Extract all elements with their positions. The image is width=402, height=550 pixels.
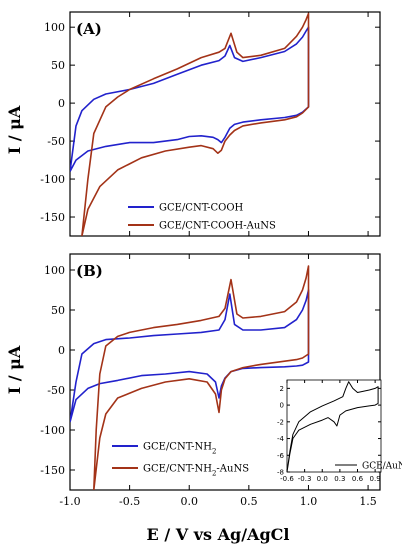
- y-tick-label: 100: [44, 264, 65, 277]
- y-tick-label: 100: [44, 21, 65, 34]
- y-tick-label: -150: [40, 464, 65, 477]
- x-tick-label: 1.5: [359, 495, 377, 508]
- x-tick-label: -0.5: [119, 495, 140, 508]
- series-line-0: [287, 381, 379, 472]
- legend-label-0: GCE/CNT-NH2: [143, 442, 216, 456]
- y-tick-label: -100: [40, 424, 65, 437]
- y-tick-label: -150: [40, 211, 65, 224]
- x-tick-label: -1.0: [59, 495, 80, 508]
- x-tick-label: -0.6: [280, 475, 294, 483]
- chart-panel-2: -0.6 -0.3 0.0 0.3 0.6 0.9 -8 -6 -4 -2 0 2 GCE/AuNS: [277, 379, 402, 483]
- x-tick-label: 0.9: [370, 475, 381, 483]
- chart-panel-1: -1.0 -0.5 0.0 0.5 1.0 1.5 -150 -100 -50 0 50 100 GCE…: [40, 253, 381, 508]
- legend-label-1: GCE/CNT-NH2-AuNS: [143, 464, 249, 478]
- inset-background: [287, 380, 381, 472]
- x-tick-label: -0.3: [298, 475, 312, 483]
- x-tick-label: 0.0: [317, 475, 328, 483]
- y-tick-label: -50: [47, 384, 65, 397]
- y-tick-label: -8: [277, 469, 284, 477]
- series-line-1: [93, 265, 310, 490]
- series-line-0: [70, 26, 310, 172]
- y-tick-label: 2: [280, 385, 284, 393]
- y-tick-label: -50: [47, 135, 65, 148]
- y-tick-label: 0: [280, 402, 284, 410]
- legend-label-0: GCE/CNT-COOH: [159, 203, 244, 214]
- x-tick-label: 0.5: [240, 495, 258, 508]
- y-tick-label: -100: [40, 173, 65, 186]
- chart-panel-0: -150 -100 -50 0 50 100 GCE/CNT-COOH GCE/CNT-COO…: [40, 11, 381, 237]
- y-tick-label: 0: [58, 344, 65, 357]
- y-tick-label: -6: [277, 452, 285, 460]
- series-line-1: [81, 12, 310, 236]
- plot-frame: [286, 379, 382, 473]
- y-tick-label: -2: [277, 418, 284, 426]
- y-tick-label: 50: [51, 304, 65, 317]
- x-tick-label: 0.0: [180, 495, 198, 508]
- legend-label-1: GCE/CNT-COOH-AuNS: [159, 221, 276, 232]
- x-tick-label: 1.0: [300, 495, 318, 508]
- series-line-0: [70, 289, 310, 423]
- y-axis-title-top: I / μA: [5, 105, 24, 154]
- plot-frame: [69, 253, 381, 491]
- y-tick-label: 0: [58, 97, 65, 110]
- x-tick-label: 0.6: [352, 475, 364, 483]
- y-tick-label: -4: [277, 435, 285, 443]
- panel-label: (A): [76, 20, 102, 38]
- plot-frame: [69, 11, 381, 237]
- x-axis-title: E / V vs Ag/AgCl: [147, 525, 290, 544]
- y-tick-label: 50: [51, 59, 65, 72]
- x-tick-label: 0.3: [334, 475, 345, 483]
- y-axis-title-bottom: I / μA: [5, 345, 24, 394]
- panel-label: (B): [76, 262, 103, 280]
- legend-label-0: GCE/AuNS: [362, 462, 402, 472]
